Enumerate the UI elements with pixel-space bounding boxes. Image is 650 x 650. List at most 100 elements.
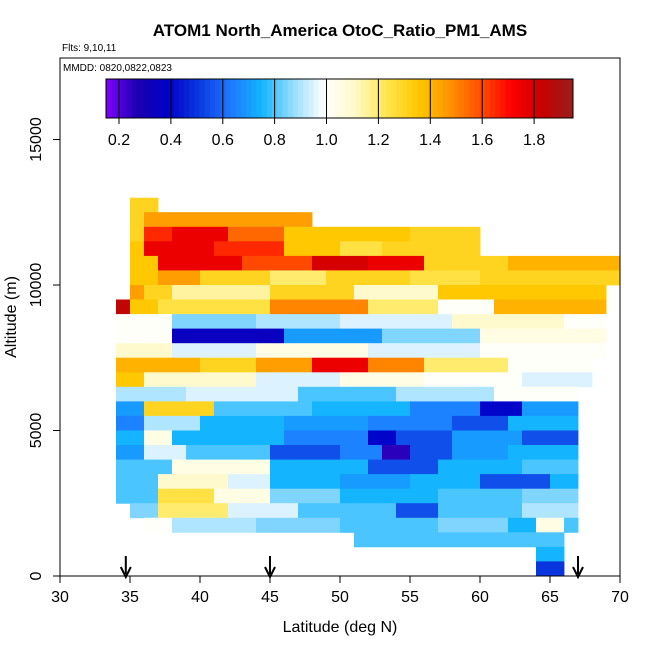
heatmap-cell — [550, 474, 579, 490]
heatmap-cell — [214, 241, 285, 257]
heatmap-cell — [508, 357, 593, 373]
heatmap-cell — [396, 386, 495, 402]
heatmap-cell — [172, 226, 229, 242]
colorbar-swatch — [121, 79, 128, 118]
colorbar-swatch — [235, 79, 242, 118]
heatmap-cell — [508, 255, 621, 271]
heatmap-cell — [158, 255, 243, 271]
heatmap-cells — [116, 197, 621, 577]
heatmap-cell — [214, 488, 271, 504]
heatmap-cell — [144, 226, 173, 242]
heatmap-cell — [116, 459, 173, 475]
colorbar-tick-label: 0.8 — [263, 132, 285, 149]
colorbar-swatch — [349, 79, 356, 118]
colorbar-swatch — [111, 79, 117, 118]
heatmap-cell — [410, 445, 453, 460]
heatmap-cell — [130, 299, 159, 315]
heatmap-cell — [116, 430, 145, 446]
heatmap-cell — [340, 474, 411, 490]
x-tick-label: 35 — [121, 589, 139, 606]
colorbar-tick-label: 1.8 — [523, 132, 545, 149]
heatmap-cell — [116, 357, 201, 373]
heatmap-cell — [116, 343, 173, 359]
heatmap-cell — [228, 503, 299, 519]
colorbar-swatch — [256, 79, 263, 118]
heatmap-cell — [368, 459, 439, 475]
colorbar-swatch — [251, 79, 257, 118]
heatmap-cell — [172, 314, 257, 330]
heatmap-cell — [158, 503, 229, 519]
colorbar-swatch — [474, 79, 481, 118]
heatmap-cell — [130, 226, 145, 242]
heatmap-cell — [172, 517, 257, 533]
heatmap-cell — [214, 401, 313, 417]
heatmap-cell — [438, 517, 509, 533]
colorbar-swatch — [204, 79, 211, 118]
colorbar-swatch — [230, 79, 237, 118]
colorbar-tick-label: 1.6 — [471, 132, 493, 149]
heatmap-cell — [312, 255, 369, 271]
heatmap-cell — [270, 488, 341, 504]
heatmap-cell — [452, 445, 509, 460]
colorbar-swatch — [240, 79, 247, 118]
heatmap-cell — [116, 474, 159, 490]
heatmap-cell — [522, 401, 579, 417]
heatmap-cell — [340, 517, 439, 533]
heatmap-cell — [270, 285, 355, 300]
x-tick-label: 65 — [541, 589, 559, 606]
heatmap-cell — [368, 415, 453, 431]
colorbar-swatch — [131, 79, 138, 118]
colorbar-swatch — [106, 79, 112, 118]
colorbar-swatch — [318, 79, 325, 118]
heatmap-cell — [508, 415, 579, 431]
colorbar-swatch — [510, 79, 517, 118]
heatmap-cell — [130, 285, 145, 300]
heatmap-cell — [522, 459, 579, 475]
colorbar-tick-label: 0.2 — [108, 132, 130, 149]
colorbar-swatch — [277, 79, 283, 118]
colorbar-swatch — [246, 79, 252, 118]
heatmap-cell — [312, 401, 411, 417]
colorbar-swatch — [422, 79, 429, 118]
heatmap-cell — [158, 299, 271, 315]
heatmap-cell — [410, 401, 481, 417]
colorbar-swatch — [163, 79, 169, 118]
heatmap-cell — [354, 532, 565, 548]
y-tick-label: 15000 — [28, 117, 45, 162]
heatmap-cell — [130, 241, 145, 257]
latitude-arrow — [572, 556, 584, 580]
heatmap-cell — [452, 314, 565, 330]
heatmap-cell — [298, 503, 397, 519]
y-axis: 0 5000 10000 15000 — [28, 117, 60, 580]
x-tick-label: 70 — [611, 589, 629, 606]
heatmap-cell — [144, 241, 215, 257]
colorbar-swatch — [489, 79, 496, 118]
colorbar-swatch — [381, 79, 387, 118]
heatmap-cell — [144, 445, 187, 460]
colorbar-swatch — [344, 79, 351, 118]
heatmap-cell — [284, 328, 383, 344]
heatmap-cell — [172, 343, 257, 359]
colorbar-swatch — [360, 79, 366, 118]
heatmap-cell — [298, 386, 397, 402]
colorbar-swatch — [521, 79, 527, 118]
heatmap-cell — [284, 430, 369, 446]
heatmap-cell — [368, 299, 439, 315]
colorbar-swatch — [266, 79, 273, 118]
heatmap-cell — [172, 459, 271, 475]
heatmap-cell — [522, 488, 579, 504]
heatmap-cell — [480, 328, 607, 344]
colorbar-swatch — [448, 79, 455, 118]
latitude-arrows — [119, 556, 584, 580]
x-tick-label: 50 — [331, 589, 349, 606]
heatmap-cell — [158, 488, 215, 504]
heatmap-cell — [172, 430, 285, 446]
colorbar-swatch — [557, 79, 564, 118]
heatmap-cell — [116, 314, 173, 330]
colorbar-swatch — [297, 79, 304, 118]
heatmap-cell — [508, 517, 537, 533]
colorbar-tick-label: 1.4 — [419, 132, 441, 149]
heatmap-cell — [382, 328, 481, 344]
flights-label: Flts: 9,10,11 — [62, 43, 117, 54]
